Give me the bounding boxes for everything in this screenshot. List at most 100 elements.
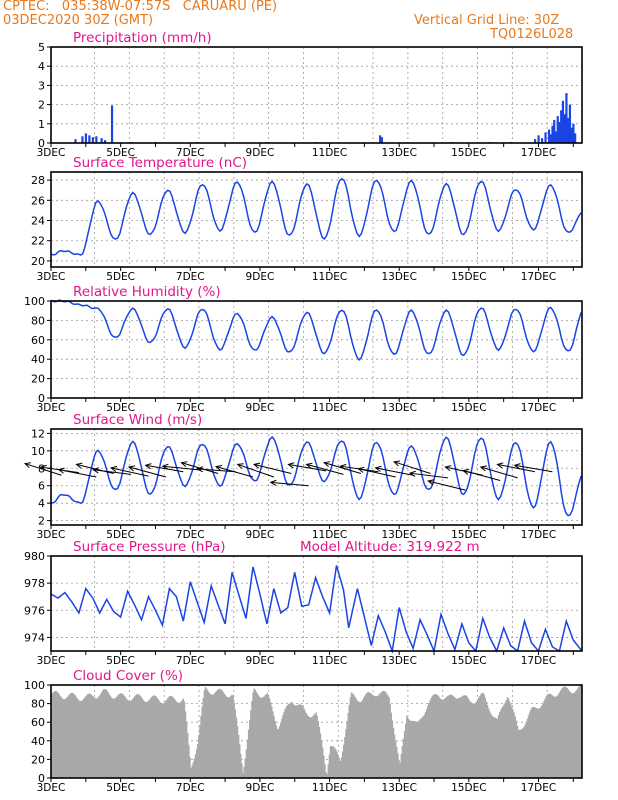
cloud-bar [570,693,573,778]
cloud-bar [63,699,65,778]
cloud-bar [566,687,568,778]
wind-arrow-head [215,465,223,471]
cloud-bar [485,701,488,778]
cloud-bar [465,695,468,778]
cloud-bar [364,695,366,778]
cloud-bar [138,694,140,778]
cloud-bar [101,690,104,778]
cloud-bar [435,694,438,778]
panel-title: Surface Wind (m/s) [73,412,202,428]
cloud-bar [277,729,280,778]
wind-arrow [128,466,167,478]
cloud-bar [194,754,197,778]
cloud-bar [62,698,64,778]
cloud-bar [362,697,365,778]
cloud-bar [398,759,400,778]
cloud-bar [392,727,395,778]
cloud-bar [232,695,234,778]
y-tick-label: 100 [24,679,45,692]
wind-arrow-head [39,464,47,471]
cloud-bar [371,694,374,778]
y-tick-label: 8 [38,462,45,475]
cloud-bar [211,694,213,778]
x-tick-label: 7DEC [176,655,205,667]
x-tick-label: 15DEC [451,529,486,541]
cloud-bar [181,700,183,778]
cloud-bar [480,694,482,778]
y-tick-label: 974 [24,631,45,644]
panel-title: Surface Temperature (nC) [73,155,247,171]
cloud-bar [142,700,145,778]
cloud-bar [295,705,297,778]
cloud-bar [481,693,483,778]
cloud-bar [170,695,172,778]
cloud-bar [391,720,394,778]
cloud-bar [162,703,165,778]
cloud-bar [184,711,187,778]
x-tick-label: 17DEC [521,782,556,794]
cloud-bar [253,688,255,778]
cloud-bar [356,699,358,778]
cloud-bar [553,696,555,778]
cloud-bar [549,693,552,778]
cloud-bar [93,697,95,778]
cloud-bar [379,693,381,778]
x-tick-label: 13DEC [381,782,416,794]
cloud-bar [97,697,99,778]
cloud-bar [338,758,341,778]
x-tick-label: 13DEC [381,655,416,667]
cloud-bar [133,696,136,778]
cloud-bar [98,696,100,778]
cloud-bar [441,699,443,778]
cloud-bar [136,694,138,778]
precip-bar [558,121,561,143]
cloud-bar [447,695,449,778]
cloud-bar [478,697,480,778]
cloud-bar [567,689,570,778]
y-tick-label: 40 [31,353,45,366]
cloud-bar [442,699,445,778]
cloud-bar [460,697,462,778]
cloud-bar [299,704,302,778]
cloud-bar [204,687,207,778]
cloud-bar [89,693,92,778]
cloud-bar [524,724,526,778]
y-tick-label: 24 [31,215,45,228]
cloud-bar [431,696,433,778]
cloud-bar [177,702,179,778]
cloud-bar [558,692,561,778]
cloud-bar [279,722,282,778]
cloud-bar [220,689,222,778]
pressure-line [50,565,583,654]
x-tick-label: 15DEC [451,402,486,414]
cloud-bar [504,702,506,778]
x-tick-label: 9DEC [246,402,275,414]
precip-bar [379,135,382,143]
cloud-bar [293,704,295,778]
cloud-bar [521,729,523,778]
cloud-bar [191,765,193,778]
cloud-bar [60,697,63,778]
wind-arrow [24,463,62,476]
x-tick-label: 5DEC [106,271,135,283]
x-tick-label: 5DEC [106,529,135,541]
cloud-bar [305,712,307,778]
wind-arrow [375,467,414,476]
cloud-bar [461,696,463,778]
x-tick-label: 5DEC [106,402,135,414]
cloud-bar [228,697,230,778]
cloud-bar [83,698,85,778]
cloud-bar [112,698,115,778]
precip-bar [74,139,77,143]
precip-bar [556,116,559,143]
wind-arrow-head [374,465,382,472]
cloud-bar [366,692,368,778]
cloud-bar [335,749,337,778]
cloud-bar [451,695,453,778]
cloud-bar [556,695,558,778]
cloud-bar [268,698,271,778]
cloud-bar [510,704,512,778]
cloud-bar [288,703,291,778]
cloud-bar [482,692,484,778]
cloud-bar [54,691,56,778]
